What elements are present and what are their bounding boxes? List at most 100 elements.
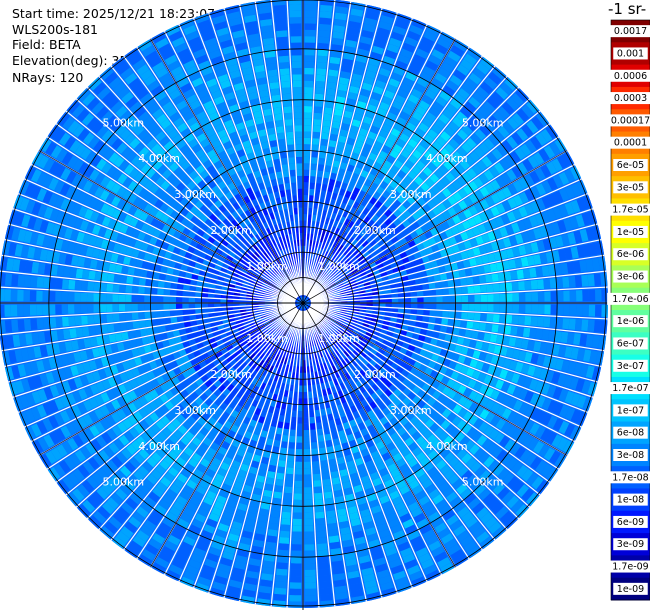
- ppi-gate: [365, 11, 379, 21]
- ppi-gate: [303, 379, 307, 386]
- ppi-gate: [55, 278, 63, 289]
- ppi-gate: [351, 268, 358, 275]
- ppi-gate: [335, 242, 341, 250]
- ppi-gate: [351, 73, 363, 82]
- ppi-gate: [290, 346, 294, 353]
- ppi-gate: [564, 407, 576, 421]
- ppi-gate: [264, 444, 272, 452]
- ppi-gate: [400, 432, 411, 442]
- ppi-gate: [323, 341, 329, 349]
- ppi-gate: [352, 271, 360, 277]
- ppi-gate: [431, 545, 445, 557]
- ppi-gate: [524, 203, 534, 216]
- ppi-gate: [235, 475, 245, 484]
- ppi-gate: [378, 267, 386, 273]
- ppi-gate: [291, 416, 297, 424]
- ppi-gate: [359, 258, 367, 265]
- ppi-gate: [367, 341, 375, 348]
- ppi-gate: [333, 392, 339, 400]
- ppi-gate: [491, 446, 503, 458]
- ppi-gate: [448, 138, 460, 150]
- ppi-gate: [399, 251, 408, 259]
- ppi-gate: [422, 316, 430, 323]
- ppi-gate: [349, 158, 357, 167]
- ppi-gate: [328, 345, 334, 353]
- ppi-gate: [88, 270, 96, 280]
- ppi-gate: [317, 543, 328, 551]
- ppi-gate: [379, 528, 391, 539]
- ppi-gate: [165, 511, 178, 523]
- ppi-gate: [351, 152, 360, 161]
- ppi-gate: [359, 296, 367, 300]
- ppi-gate: [463, 411, 473, 422]
- ppi-gate: [294, 385, 299, 392]
- ppi-gate: [343, 350, 350, 358]
- ppi-gate: [340, 71, 351, 79]
- ppi-gate: [500, 421, 512, 434]
- ppi-gate: [391, 249, 399, 257]
- ppi-gate: [414, 468, 426, 479]
- ppi-gate: [448, 303, 456, 311]
- ppi-gate: [427, 434, 437, 444]
- ppi-gate: [275, 332, 281, 339]
- ppi-gate: [341, 367, 348, 375]
- ppi-gate: [339, 410, 346, 418]
- ppi-gate: [358, 94, 369, 104]
- ppi-gate: [322, 264, 327, 271]
- ppi-gate: [470, 461, 482, 473]
- ppi-gate: [318, 322, 323, 329]
- ppi-gate: [321, 327, 327, 334]
- ppi-gate: [527, 255, 535, 266]
- ppi-gate: [315, 275, 321, 282]
- ppi-gate: [358, 555, 371, 564]
- ppi-gate: [539, 342, 548, 354]
- ppi-gate: [537, 304, 545, 315]
- ppi-gate: [303, 442, 310, 450]
- ppi-gate: [283, 422, 290, 430]
- ppi-gate: [359, 248, 367, 255]
- ppi-gate: [321, 415, 328, 423]
- ppi-gate: [428, 317, 436, 324]
- ppi-gate: [348, 362, 355, 370]
- ppi-gate: [113, 323, 121, 332]
- ppi-gate: [307, 385, 312, 392]
- ppi-gate: [393, 159, 403, 169]
- ppi-gate: [263, 347, 270, 355]
- ppi-gate: [263, 376, 269, 385]
- ppi-gate: [262, 560, 275, 569]
- ppi-gate: [216, 569, 229, 579]
- ppi-gate: [372, 355, 380, 363]
- ppi-gate: [325, 94, 335, 102]
- ppi-gate: [442, 288, 449, 295]
- ppi-gate: [356, 160, 365, 170]
- ppi-gate: [326, 191, 332, 199]
- ppi-gate: [416, 518, 429, 529]
- ppi-gate: [312, 214, 317, 222]
- ppi-gate: [184, 431, 195, 441]
- ppi-gate: [313, 397, 319, 405]
- ppi-gate: [484, 516, 498, 530]
- ppi-gate: [328, 280, 335, 286]
- ppi-gate: [424, 262, 432, 270]
- ppi-gate: [272, 413, 279, 421]
- ppi-gate: [327, 522, 338, 531]
- ppi-gate: [231, 378, 239, 387]
- ppi-gate: [211, 412, 221, 421]
- ppi-gate: [536, 240, 546, 252]
- ppi-gate: [252, 355, 259, 362]
- ppi-gate: [316, 176, 323, 184]
- ppi-gate: [488, 521, 502, 534]
- ppi-gate: [267, 529, 278, 537]
- ppi-gate: [360, 198, 369, 207]
- ppi-gate: [402, 210, 412, 219]
- ppi-gate: [411, 133, 422, 143]
- ppi-gate: [390, 236, 399, 244]
- ppi-gate: [331, 37, 344, 46]
- ppi-gate: [226, 383, 235, 392]
- ppi-gate: [244, 388, 252, 397]
- ppi-gate: [307, 226, 311, 234]
- ppi-gate: [317, 330, 322, 337]
- ppi-gate: [449, 496, 462, 508]
- ppi-gate: [367, 219, 375, 228]
- ppi-gate: [235, 508, 246, 518]
